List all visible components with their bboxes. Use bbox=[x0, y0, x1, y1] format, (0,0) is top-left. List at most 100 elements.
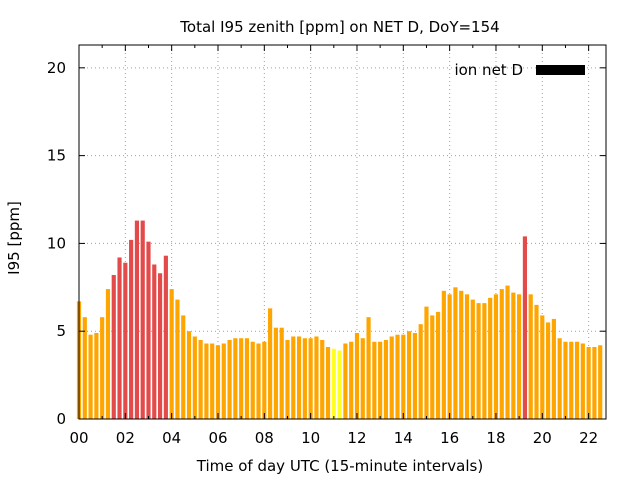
bar bbox=[279, 327, 284, 419]
bar bbox=[349, 341, 354, 419]
bar bbox=[262, 341, 267, 419]
bar bbox=[395, 334, 400, 419]
x-tick-label: 04 bbox=[162, 429, 181, 447]
x-tick-label: 12 bbox=[347, 429, 366, 447]
bar bbox=[239, 338, 244, 419]
x-tick-label: 18 bbox=[486, 429, 505, 447]
bar bbox=[169, 289, 174, 419]
bar bbox=[181, 315, 186, 419]
bar bbox=[546, 322, 551, 419]
bar bbox=[88, 334, 93, 419]
x-tick-label: 20 bbox=[533, 429, 552, 447]
bar bbox=[412, 332, 417, 419]
bar bbox=[296, 336, 302, 419]
bar bbox=[146, 241, 151, 419]
bar bbox=[302, 338, 307, 419]
bar bbox=[244, 338, 250, 419]
bar bbox=[291, 336, 296, 419]
bar bbox=[378, 341, 383, 419]
bar bbox=[192, 336, 197, 419]
x-tick-label: 22 bbox=[579, 429, 598, 447]
bar bbox=[522, 236, 528, 419]
y-tick-label: 20 bbox=[47, 59, 66, 77]
bar bbox=[256, 343, 261, 419]
bar bbox=[424, 306, 429, 419]
bar bbox=[360, 338, 365, 419]
y-tick-label: 15 bbox=[47, 147, 66, 165]
bar bbox=[163, 255, 168, 419]
bar bbox=[117, 257, 122, 419]
bar bbox=[210, 343, 215, 419]
bar bbox=[557, 338, 562, 419]
bar bbox=[94, 332, 99, 419]
bar bbox=[100, 317, 105, 419]
bar bbox=[337, 350, 342, 419]
bar bbox=[273, 327, 278, 419]
bar bbox=[140, 220, 145, 419]
bar bbox=[186, 331, 192, 419]
bar bbox=[488, 297, 493, 419]
bar bbox=[447, 294, 452, 419]
bar bbox=[598, 345, 603, 419]
bar-series bbox=[76, 220, 603, 419]
x-axis-label: Time of day UTC (15-minute intervals) bbox=[196, 457, 483, 475]
bar bbox=[227, 339, 232, 419]
axis-ticks: 00 02 04 06 08 10 12 14 16 18 20 22 0 5 10 15 20 bbox=[47, 45, 606, 447]
bar bbox=[435, 311, 441, 419]
bar bbox=[215, 345, 221, 419]
bar bbox=[580, 343, 585, 419]
y-tick-label: 10 bbox=[47, 234, 66, 252]
bar bbox=[134, 220, 139, 419]
bar bbox=[540, 315, 545, 419]
bar bbox=[152, 264, 157, 419]
bar bbox=[574, 341, 580, 419]
bar bbox=[528, 294, 533, 419]
bar bbox=[459, 290, 464, 419]
bar bbox=[82, 317, 87, 419]
bar bbox=[586, 347, 591, 419]
bar bbox=[470, 299, 475, 419]
y-tick-label: 0 bbox=[56, 410, 66, 428]
bar bbox=[325, 347, 331, 419]
bar bbox=[493, 294, 499, 419]
bar bbox=[314, 336, 319, 419]
bar bbox=[383, 339, 389, 419]
bar bbox=[569, 341, 574, 419]
bar bbox=[592, 347, 597, 419]
bar bbox=[482, 303, 487, 419]
bar bbox=[123, 262, 128, 419]
bar bbox=[401, 334, 406, 419]
x-tick-label: 06 bbox=[208, 429, 227, 447]
x-tick-label: 02 bbox=[116, 429, 135, 447]
bar bbox=[221, 343, 226, 419]
bar bbox=[343, 343, 348, 419]
legend: ion net D bbox=[454, 61, 585, 79]
bar bbox=[499, 289, 504, 419]
bar bbox=[441, 290, 446, 419]
bar bbox=[354, 332, 360, 419]
bar bbox=[407, 331, 412, 419]
x-tick-label: 16 bbox=[440, 429, 459, 447]
legend-swatch bbox=[536, 65, 585, 75]
bar bbox=[517, 294, 522, 419]
bar bbox=[534, 304, 539, 419]
chart-title: Total I95 zenith [ppm] on NET D, DoY=154 bbox=[179, 18, 499, 36]
x-tick-label: 08 bbox=[255, 429, 274, 447]
bar bbox=[129, 239, 134, 419]
x-tick-label: 00 bbox=[69, 429, 88, 447]
bar bbox=[464, 294, 470, 419]
bar bbox=[285, 339, 290, 419]
bar bbox=[453, 287, 458, 419]
bar bbox=[389, 336, 394, 419]
bar bbox=[563, 341, 568, 419]
y-axis-label: I95 [ppm] bbox=[5, 201, 23, 275]
bar bbox=[268, 308, 273, 419]
bar bbox=[198, 339, 203, 419]
plot-frame bbox=[78, 44, 607, 420]
bar bbox=[430, 315, 435, 419]
bar bbox=[511, 292, 516, 419]
x-tick-label: 10 bbox=[301, 429, 320, 447]
bar bbox=[551, 318, 556, 419]
bar bbox=[366, 317, 371, 419]
